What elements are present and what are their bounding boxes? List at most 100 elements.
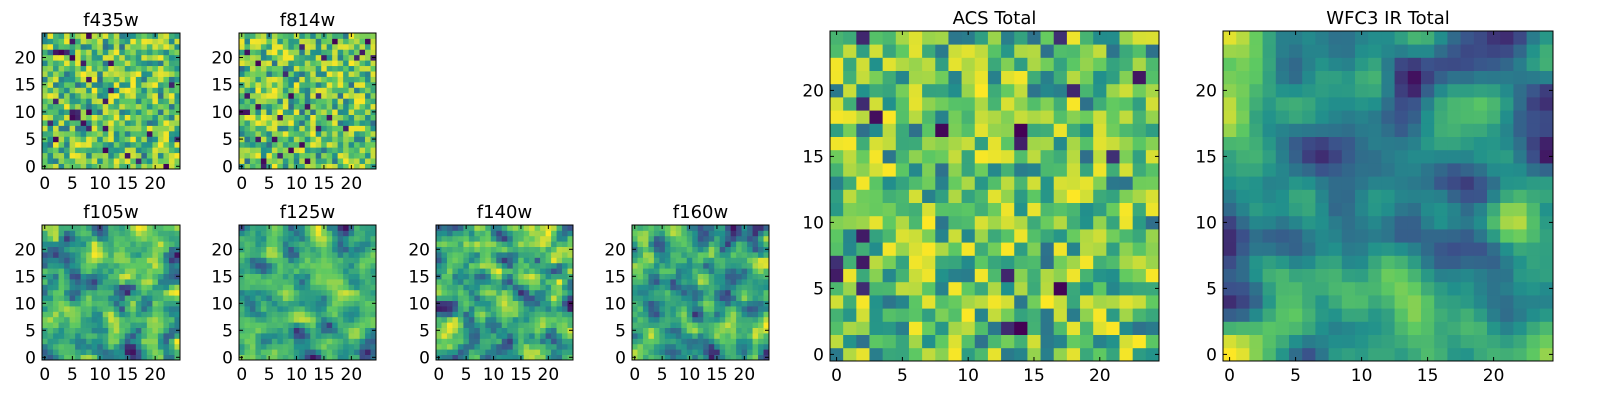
heatmap-cell xyxy=(1315,335,1329,349)
heatmap-cell xyxy=(310,109,316,115)
heatmap-cell xyxy=(272,44,278,50)
heatmap-cell xyxy=(714,279,720,285)
heatmap-cell xyxy=(1540,176,1554,190)
heatmap-cell xyxy=(654,290,660,296)
heatmap-cell xyxy=(535,268,541,274)
heatmap-cell xyxy=(507,268,513,274)
heatmap-cell xyxy=(742,295,748,301)
heatmap-cell xyxy=(277,82,283,88)
heatmap-cell xyxy=(255,77,261,83)
heatmap-cell xyxy=(70,98,76,104)
heatmap-cell xyxy=(1014,255,1028,269)
heatmap-cell xyxy=(843,216,857,230)
heatmap-cell xyxy=(316,311,322,317)
heatmap-cell xyxy=(70,295,76,301)
heatmap-cell xyxy=(360,93,366,99)
heatmap-cell xyxy=(687,322,693,328)
heatmap-cell xyxy=(1408,176,1422,190)
heatmap-cell xyxy=(670,306,676,312)
heatmap-cell xyxy=(747,279,753,285)
heatmap-cell xyxy=(163,38,169,44)
heatmap-cell xyxy=(244,158,250,164)
heatmap-cell xyxy=(169,290,175,296)
heatmap-cell xyxy=(714,338,720,344)
heatmap-cell xyxy=(299,295,305,301)
heatmap-cell xyxy=(81,60,87,66)
heatmap-cell xyxy=(152,44,158,50)
heatmap-cell xyxy=(856,176,870,190)
heatmap-cell xyxy=(288,247,294,253)
heatmap-cell xyxy=(354,33,360,39)
heatmap-cell xyxy=(97,236,103,242)
heatmap-cell xyxy=(1120,110,1134,124)
heatmap-cell xyxy=(507,333,513,339)
heatmap-cell xyxy=(338,82,344,88)
y-tick-label: 5 xyxy=(813,279,824,299)
heatmap-cell xyxy=(1120,57,1134,71)
heatmap-cell xyxy=(1474,321,1488,335)
heatmap-cell xyxy=(518,301,524,307)
heatmap-cell xyxy=(1133,176,1147,190)
x-tick-label: 20 xyxy=(341,365,363,385)
heatmap-cell xyxy=(299,257,305,263)
heatmap-cell xyxy=(141,109,147,115)
heatmap-cell xyxy=(158,311,164,317)
heatmap-cell xyxy=(632,295,638,301)
heatmap-cell xyxy=(742,311,748,317)
heatmap-cell xyxy=(130,60,136,66)
heatmap-cell xyxy=(1513,295,1527,309)
heatmap-cell xyxy=(75,71,81,77)
heatmap-cell xyxy=(108,109,114,115)
heatmap-cell xyxy=(731,333,737,339)
heatmap-cell xyxy=(310,49,316,55)
heatmap-cell xyxy=(365,295,371,301)
heatmap-cell xyxy=(332,247,338,253)
heatmap-cell xyxy=(152,136,158,142)
heatmap-cell xyxy=(250,295,256,301)
heatmap-cell xyxy=(557,290,563,296)
heatmap-cell xyxy=(474,306,480,312)
heatmap-cell xyxy=(299,263,305,269)
heatmap-cell xyxy=(299,44,305,50)
heatmap-cell xyxy=(343,338,349,344)
heatmap-cell xyxy=(338,338,344,344)
heatmap-cell xyxy=(463,322,469,328)
heatmap-cell xyxy=(310,295,316,301)
heatmap-cell xyxy=(169,284,175,290)
heatmap-cell xyxy=(637,284,643,290)
heatmap-cell xyxy=(1236,163,1250,177)
heatmap-cell xyxy=(327,284,333,290)
heatmap-cell xyxy=(458,236,464,242)
heatmap-cell xyxy=(266,290,272,296)
heatmap-cell xyxy=(42,236,48,242)
heatmap-cell xyxy=(261,252,267,258)
heatmap-cell xyxy=(283,257,289,263)
heatmap-cell xyxy=(316,131,322,137)
y-tick-label: 15 xyxy=(211,267,233,287)
heatmap-cell xyxy=(163,225,169,231)
heatmap-cell xyxy=(86,247,92,253)
heatmap-cell xyxy=(869,123,883,137)
heatmap-cell xyxy=(830,269,844,283)
heatmap-cell xyxy=(163,317,169,323)
heatmap-cell xyxy=(648,284,654,290)
heatmap-cell xyxy=(1014,216,1028,230)
heatmap-cell xyxy=(108,301,114,307)
heatmap-cell xyxy=(562,328,568,334)
heatmap-cell xyxy=(152,115,158,121)
heatmap-cell xyxy=(261,93,267,99)
heatmap-cell xyxy=(59,147,65,153)
heatmap-cell xyxy=(349,317,355,323)
heatmap-cell xyxy=(108,236,114,242)
heatmap-cell xyxy=(1106,123,1120,137)
heatmap-cell xyxy=(294,147,300,153)
heatmap-cell xyxy=(288,290,294,296)
heatmap-cell xyxy=(1001,71,1015,85)
heatmap-cell xyxy=(736,247,742,253)
heatmap-cell xyxy=(141,306,147,312)
heatmap-cell xyxy=(474,252,480,258)
heatmap-cell xyxy=(321,66,327,72)
heatmap-cell xyxy=(261,71,267,77)
heatmap-cell xyxy=(365,301,371,307)
heatmap-cell xyxy=(321,263,327,269)
